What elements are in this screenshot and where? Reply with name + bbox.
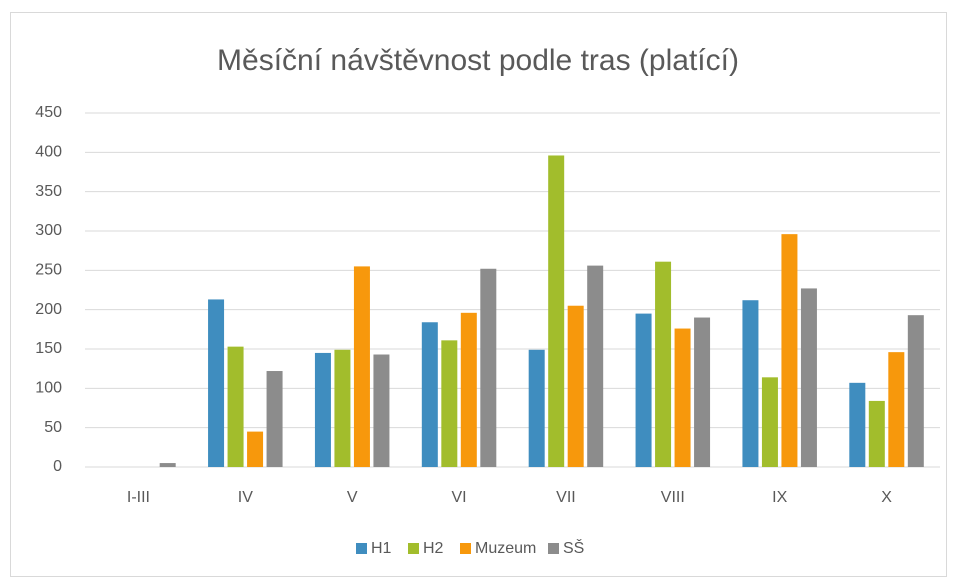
legend-label: H2 — [423, 540, 444, 557]
bar — [868, 400, 885, 467]
bar — [334, 349, 351, 467]
bar — [548, 155, 565, 468]
bar — [247, 431, 264, 467]
bar — [781, 234, 798, 467]
bar — [800, 288, 817, 467]
bar — [373, 354, 390, 467]
bar — [694, 317, 711, 467]
bar — [528, 349, 545, 467]
x-tick-label: IV — [238, 489, 253, 506]
bar — [567, 305, 584, 467]
bar — [888, 352, 905, 467]
bar — [849, 382, 866, 467]
bar — [159, 463, 176, 467]
x-tick-label: VII — [556, 489, 576, 506]
bar — [674, 328, 691, 467]
legend-swatch — [548, 543, 559, 554]
bar — [441, 340, 458, 467]
x-tick-label: IX — [772, 489, 787, 506]
y-tick-label: 350 — [35, 183, 62, 200]
y-tick-label: 100 — [35, 380, 62, 397]
x-tick-label: VIII — [661, 489, 685, 506]
bar — [353, 266, 370, 467]
legend-swatch — [460, 543, 471, 554]
bar — [635, 313, 652, 467]
x-tick-label: X — [881, 489, 892, 506]
bar — [460, 312, 477, 467]
legend-swatch — [356, 543, 367, 554]
bar — [266, 371, 283, 467]
bar — [227, 346, 244, 467]
legend-swatch — [408, 543, 419, 554]
bar — [761, 377, 778, 467]
bar — [208, 299, 225, 467]
bar — [480, 268, 497, 467]
bar — [314, 352, 331, 467]
y-tick-label: 250 — [35, 262, 62, 279]
legend-label: H1 — [371, 540, 392, 557]
bar — [421, 322, 438, 467]
bar — [655, 261, 672, 467]
y-tick-label: 50 — [44, 419, 62, 436]
chart-title: Měsíční návštěvnost podle tras (platící) — [217, 44, 739, 77]
x-tick-label: V — [347, 489, 358, 506]
bar — [907, 315, 924, 467]
y-tick-label: 150 — [35, 340, 62, 357]
y-tick-label: 0 — [53, 458, 62, 475]
bar — [742, 300, 759, 467]
y-tick-label: 300 — [35, 222, 62, 239]
bar — [587, 265, 604, 467]
x-tick-label: VI — [452, 489, 467, 506]
y-tick-label: 400 — [35, 144, 62, 161]
x-tick-label: I-III — [127, 489, 150, 506]
legend-label: SŠ — [563, 538, 584, 557]
y-tick-label: 200 — [35, 301, 62, 318]
legend-label: Muzeum — [475, 540, 536, 557]
y-tick-label: 450 — [35, 104, 62, 121]
